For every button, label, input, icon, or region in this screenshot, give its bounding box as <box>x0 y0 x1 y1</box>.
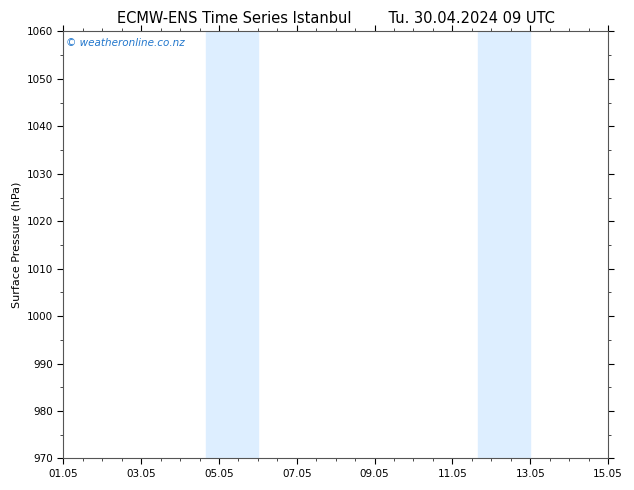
Title: ECMW-ENS Time Series Istanbul        Tu. 30.04.2024 09 UTC: ECMW-ENS Time Series Istanbul Tu. 30.04.… <box>117 11 555 26</box>
Y-axis label: Surface Pressure (hPa): Surface Pressure (hPa) <box>11 182 21 308</box>
Bar <box>479 31 530 459</box>
Text: © weatheronline.co.nz: © weatheronline.co.nz <box>66 38 184 48</box>
Bar <box>206 31 258 459</box>
